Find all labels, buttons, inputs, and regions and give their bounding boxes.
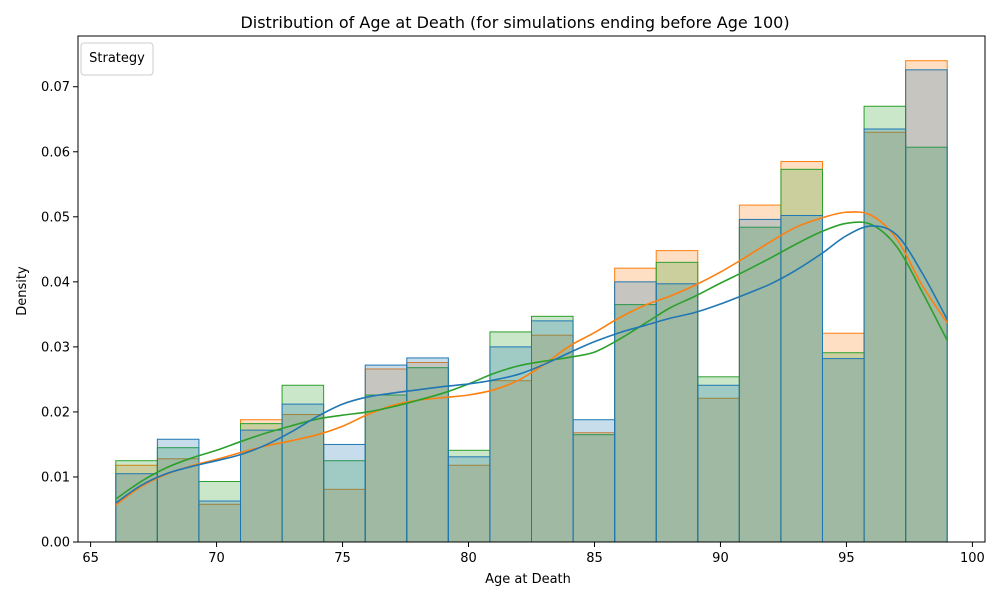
histogram-bar	[447, 456, 491, 543]
histogram-bar	[281, 384, 325, 543]
x-tick-label: 65	[82, 551, 99, 566]
histogram-bar	[738, 218, 782, 543]
histogram-bar	[780, 215, 823, 543]
histogram-bar	[697, 384, 740, 543]
histogram-bar	[489, 380, 533, 543]
x-tick-label: 95	[838, 551, 855, 566]
y-tick-label: 0.05	[41, 210, 70, 225]
y-tick-label: 0.01	[41, 470, 70, 485]
x-tick-label: 85	[586, 551, 603, 566]
chart-title: Distribution of Age at Death (for simula…	[240, 13, 789, 32]
x-tick-label: 80	[460, 551, 477, 566]
y-tick-label: 0.06	[41, 145, 70, 160]
x-tick-label: 100	[960, 551, 985, 566]
legend-box	[80, 42, 154, 76]
x-tick-label: 75	[334, 551, 351, 566]
y-tick-label: 0.02	[41, 405, 70, 420]
series-3-kde-line	[115, 225, 948, 504]
histogram-bar	[655, 283, 699, 543]
histogram-bar	[614, 267, 657, 543]
kde-curves	[115, 211, 948, 506]
histogram-bar	[863, 128, 907, 543]
legend: Strategy	[80, 42, 154, 76]
series-2-kde-line	[115, 221, 948, 500]
histogram-bars	[115, 60, 948, 543]
histogram-bar	[406, 357, 449, 543]
x-tick-label: 90	[712, 551, 729, 566]
x-axis-label: Age at Death	[485, 572, 571, 587]
y-tick-label: 0.07	[41, 80, 70, 95]
histogram-bar	[614, 281, 657, 543]
histogram-bar	[572, 432, 616, 543]
y-tick-label: 0.03	[41, 340, 70, 355]
histogram-bar	[115, 460, 158, 543]
histogram-bar	[821, 358, 865, 543]
series-1-bars	[115, 60, 948, 543]
y-tick-label: 0.04	[41, 275, 70, 290]
histogram-bar	[364, 394, 408, 543]
histogram-bar	[406, 367, 449, 543]
x-tick-label: 70	[208, 551, 225, 566]
y-axis-label: Density	[15, 266, 30, 316]
histogram-bar	[863, 105, 907, 543]
legend-title: Strategy	[89, 51, 145, 66]
histogram-bar	[738, 226, 782, 543]
histogram-bar	[863, 131, 907, 543]
plot-frame	[77, 35, 986, 543]
histogram-bar	[115, 464, 158, 543]
histogram-bar	[156, 458, 200, 543]
histogram-bar	[572, 419, 616, 543]
axes: 65 70 75 80 85 90 95 100 0.00 0.01 0.02 0.03 0.04 0.0…	[41, 35, 986, 566]
histogram-bar	[821, 352, 865, 543]
histogram-bar	[198, 481, 242, 543]
histogram-bar	[198, 500, 242, 543]
histogram-bar	[905, 146, 948, 543]
histogram-bar	[447, 449, 491, 543]
histogram-bar	[323, 443, 366, 543]
y-tick-label: 0.00	[41, 536, 70, 551]
histogram-bar	[905, 69, 948, 543]
histogram-bar	[240, 429, 283, 543]
series-3-bars	[115, 69, 948, 543]
histogram-bar	[156, 438, 200, 543]
